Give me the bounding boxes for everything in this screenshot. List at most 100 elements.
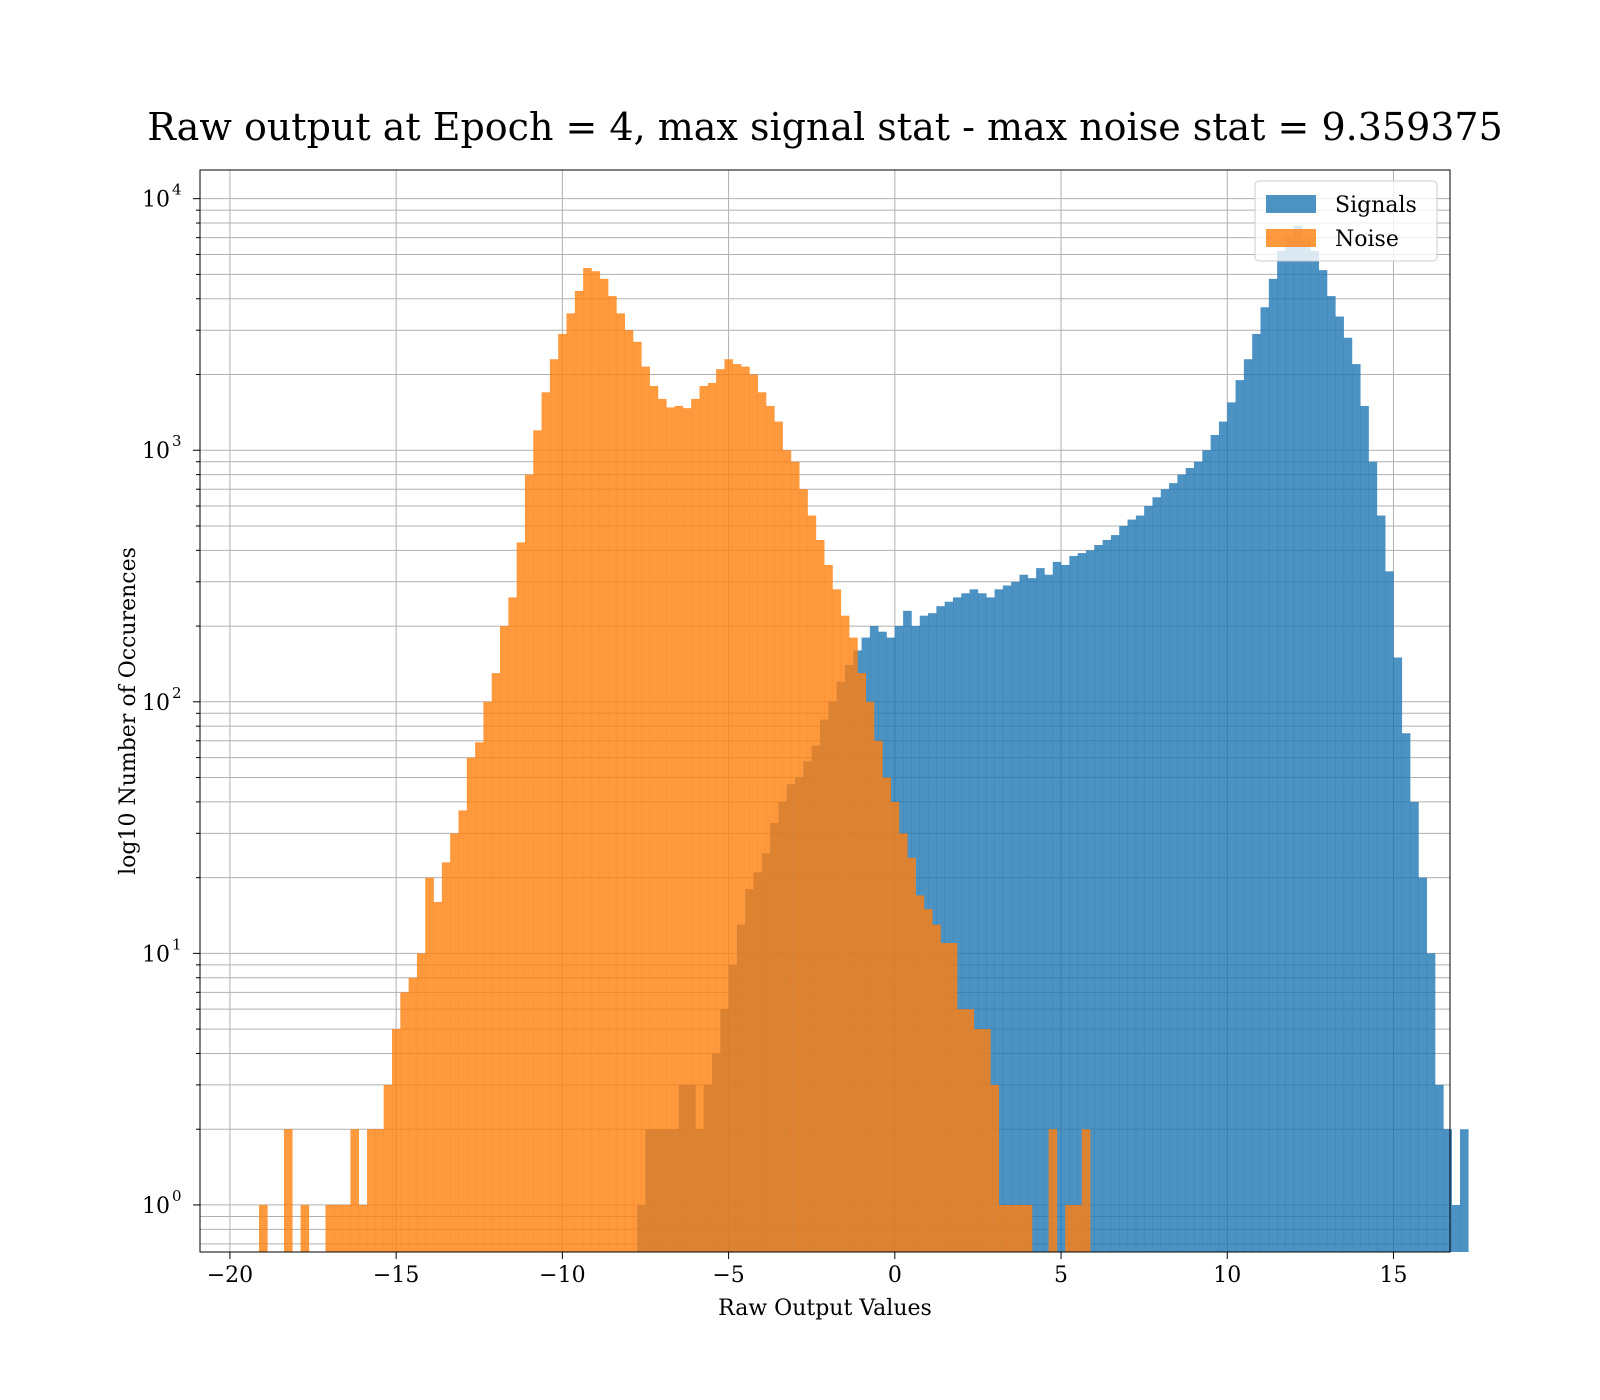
bar-noise (566, 313, 576, 1252)
bar-noise (915, 895, 925, 1252)
bar-noise (325, 1204, 335, 1252)
bar-noise (633, 341, 642, 1252)
x-tick-label: 15 (1379, 1263, 1407, 1288)
bar-noise (283, 1129, 293, 1252)
x-tick-label: −5 (712, 1263, 744, 1288)
bar-signals (1160, 489, 1170, 1252)
bar-signals (1318, 270, 1328, 1252)
bar-noise (558, 333, 567, 1253)
bar-noise (391, 1029, 401, 1252)
bar-signals (1169, 483, 1178, 1253)
bar-noise (608, 296, 617, 1252)
bar-signals (1418, 877, 1428, 1252)
bar-noise (982, 1029, 991, 1252)
bar-noise (699, 386, 709, 1252)
bar-signals (1376, 515, 1386, 1252)
histogram-bars (259, 225, 1469, 1253)
bar-signals (1410, 801, 1419, 1252)
bar-signals (1393, 657, 1403, 1252)
bar-noise (483, 701, 493, 1252)
chart-title: Raw output at Epoch = 4, max signal stat… (147, 105, 1503, 149)
bar-signals (1044, 574, 1054, 1252)
bar-signals (1243, 359, 1253, 1252)
bar-noise (1073, 1204, 1083, 1252)
y-axis-title: log10 Number of Occurences (116, 547, 141, 875)
bar-noise (541, 392, 551, 1252)
bar-noise (1023, 1204, 1033, 1252)
bar-signals (952, 597, 962, 1252)
x-tick-label: 5 (1054, 1263, 1068, 1288)
bar-noise (940, 942, 950, 1252)
bar-noise (416, 953, 426, 1252)
bar-signals (1443, 1129, 1452, 1252)
y-tick-label: 10 (142, 1194, 170, 1219)
bar-signals (1202, 450, 1211, 1252)
bar-noise (333, 1204, 343, 1252)
legend-swatch-noise (1266, 229, 1316, 247)
bar-signals (1227, 402, 1236, 1252)
bar-signals (1310, 250, 1319, 1253)
bar-noise (890, 801, 900, 1252)
y-tick-exponent: 1 (172, 935, 182, 953)
bar-noise (616, 313, 626, 1252)
bar-noise (824, 564, 833, 1252)
bar-noise (1065, 1204, 1074, 1252)
bar-noise (408, 977, 418, 1252)
bar-noise (874, 740, 883, 1252)
x-tick-label: −20 (207, 1263, 253, 1288)
bar-signals (1326, 296, 1336, 1252)
bar-noise (516, 542, 526, 1252)
bar-signals (1119, 525, 1128, 1252)
bar-signals (1277, 250, 1286, 1253)
bar-noise (807, 515, 817, 1252)
bar-signals (1135, 515, 1145, 1252)
bar-noise (749, 374, 758, 1253)
bar-signals (1385, 571, 1394, 1252)
bar-noise (591, 271, 601, 1252)
bar-signals (1144, 506, 1153, 1252)
bar-signals (1094, 545, 1103, 1252)
bar-signals (1285, 236, 1295, 1252)
bar-noise (707, 383, 717, 1252)
x-tick-label: 0 (888, 1263, 902, 1288)
bar-noise (433, 902, 443, 1252)
bar-noise (840, 615, 850, 1252)
bar-noise (998, 1204, 1008, 1252)
bar-signals (1110, 535, 1120, 1252)
bar-signals (1069, 555, 1078, 1252)
y-tick-exponent: 4 (172, 181, 182, 199)
bar-noise (441, 862, 451, 1252)
bar-signals (1351, 364, 1361, 1253)
bar-noise (815, 539, 825, 1252)
bar-noise (458, 810, 468, 1252)
bar-signals (1451, 1204, 1461, 1252)
bar-noise (342, 1204, 351, 1252)
bar-signals (994, 589, 1004, 1252)
bar-noise (907, 857, 916, 1252)
bar-noise (782, 450, 792, 1252)
legend-swatch-signals (1266, 195, 1316, 213)
bar-noise (765, 405, 775, 1253)
legend-label-signals: Signals (1335, 193, 1417, 218)
bar-noise (990, 1084, 1000, 1252)
bar-signals (1210, 434, 1220, 1252)
bar-noise (524, 474, 534, 1252)
bar-noise (774, 421, 783, 1253)
bar-noise (674, 405, 684, 1253)
bar-noise (724, 359, 734, 1252)
bar-noise (741, 366, 750, 1253)
bar-noise (790, 461, 800, 1252)
bar-noise (832, 589, 842, 1252)
bar-noise (375, 1129, 384, 1252)
bar-noise (1081, 1129, 1091, 1252)
bar-signals (1335, 316, 1344, 1253)
x-axis-title: Raw Output Values (718, 1296, 932, 1321)
bar-signals (1085, 550, 1095, 1252)
bar-noise (641, 366, 650, 1253)
bar-noise (624, 330, 634, 1252)
bar-noise (716, 369, 725, 1253)
y-tick-label: 10 (142, 188, 170, 213)
bar-noise (425, 877, 434, 1252)
bar-signals (1002, 585, 1012, 1252)
